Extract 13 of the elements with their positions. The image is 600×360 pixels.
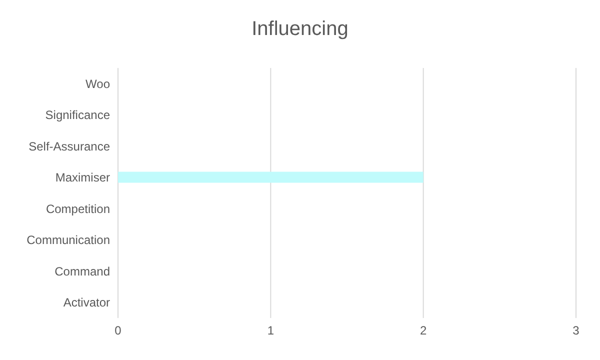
x-tick-label: 3 [572,324,580,338]
x-tick-label: 0 [114,324,122,338]
x-tick-label: 2 [420,324,427,338]
y-tick-label: Command [54,264,110,278]
y-tick-label: Significance [45,108,110,122]
y-tick-label: Activator [63,296,110,310]
y-tick-label: Competition [46,202,110,216]
y-tick-label: Woo [86,76,110,91]
chart-title: Influencing [250,17,350,42]
y-tick-label: Communication [26,233,110,248]
y-tick-label: Self-Assurance [28,139,110,154]
y-tick-label: Maximiser [55,170,110,185]
x-tick-label: 1 [267,324,274,338]
